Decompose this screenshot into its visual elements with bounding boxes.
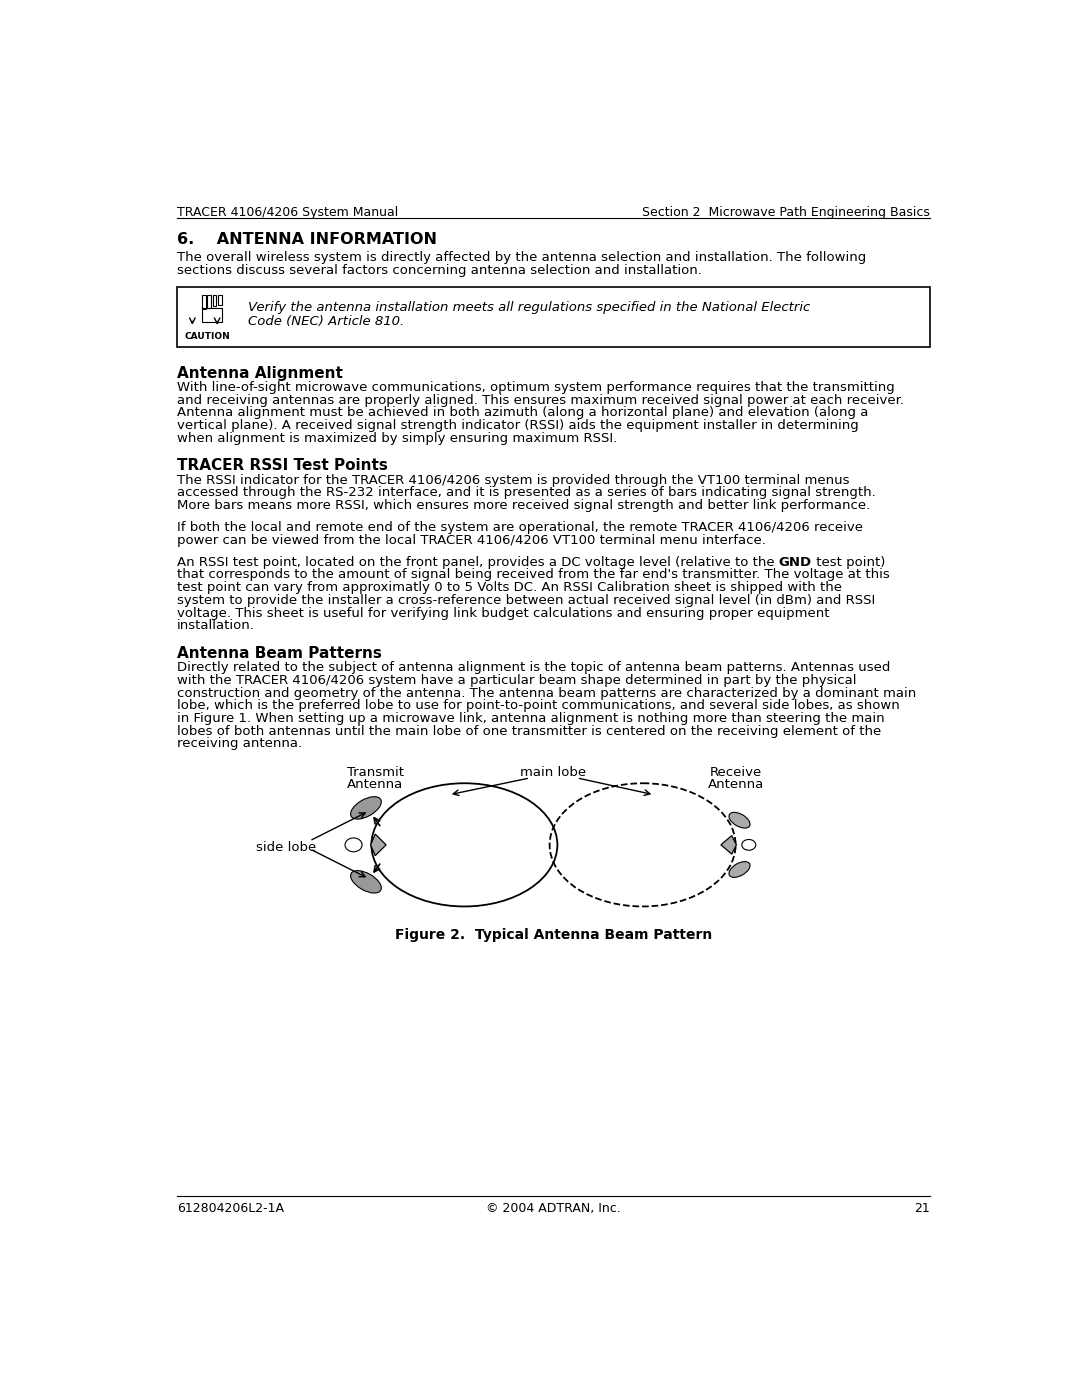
- Text: More bars means more RSSI, which ensures more received signal strength and bette: More bars means more RSSI, which ensures…: [177, 499, 870, 513]
- Bar: [218, 295, 221, 305]
- Text: 21: 21: [915, 1201, 930, 1215]
- Text: in Figure 1. When setting up a microwave link, antenna alignment is nothing more: in Figure 1. When setting up a microwave…: [177, 712, 885, 725]
- Text: power can be viewed from the local TRACER 4106/4206 VT100 terminal menu interfac: power can be viewed from the local TRACE…: [177, 534, 766, 546]
- Ellipse shape: [729, 862, 750, 877]
- Text: lobe, which is the preferred lobe to use for point-to-point communications, and : lobe, which is the preferred lobe to use…: [177, 700, 900, 712]
- Text: © 2004 ADTRAN, Inc.: © 2004 ADTRAN, Inc.: [486, 1201, 621, 1215]
- Ellipse shape: [351, 796, 381, 819]
- Text: TRACER RSSI Test Points: TRACER RSSI Test Points: [177, 458, 388, 474]
- Text: 6.    ANTENNA INFORMATION: 6. ANTENNA INFORMATION: [177, 232, 436, 247]
- Text: sections discuss several factors concerning antenna selection and installation.: sections discuss several factors concern…: [177, 264, 702, 277]
- Text: 612804206L2-1A: 612804206L2-1A: [177, 1201, 284, 1215]
- Text: test point): test point): [812, 556, 886, 569]
- Text: Section 2  Microwave Path Engineering Basics: Section 2 Microwave Path Engineering Bas…: [643, 207, 930, 219]
- Text: test point can vary from approximatly 0 to 5 Volts DC. An RSSI Calibration sheet: test point can vary from approximatly 0 …: [177, 581, 841, 594]
- Text: lobes of both antennas until the main lobe of one transmitter is centered on the: lobes of both antennas until the main lo…: [177, 725, 881, 738]
- Text: Antenna alignment must be achieved in both azimuth (along a horizontal plane) an: Antenna alignment must be achieved in bo…: [177, 407, 868, 419]
- Text: accessed through the RS-232 interface, and it is presented as a series of bars i: accessed through the RS-232 interface, a…: [177, 486, 876, 499]
- Bar: [213, 295, 216, 306]
- Text: Transmit: Transmit: [347, 766, 404, 778]
- FancyBboxPatch shape: [177, 286, 930, 346]
- Text: If both the local and remote end of the system are operational, the remote TRACE: If both the local and remote end of the …: [177, 521, 863, 534]
- Text: An RSSI test point, located on the front panel, provides a DC voltage level (rel: An RSSI test point, located on the front…: [177, 556, 779, 569]
- Text: Verify the antenna installation meets all regulations specified in the National : Verify the antenna installation meets al…: [248, 300, 810, 314]
- Text: that corresponds to the amount of signal being received from the far end's trans: that corresponds to the amount of signal…: [177, 569, 890, 581]
- Text: The RSSI indicator for the TRACER 4106/4206 system is provided through the VT100: The RSSI indicator for the TRACER 4106/4…: [177, 474, 849, 486]
- Text: Figure 2.  Typical Antenna Beam Pattern: Figure 2. Typical Antenna Beam Pattern: [395, 928, 712, 942]
- Bar: [202, 307, 221, 321]
- Text: main lobe: main lobe: [521, 766, 586, 778]
- Text: With line-of-sight microwave communications, optimum system performance requires: With line-of-sight microwave communicati…: [177, 381, 894, 394]
- Bar: [207, 295, 211, 307]
- Text: installation.: installation.: [177, 619, 255, 633]
- Text: TRACER 4106/4206 System Manual: TRACER 4106/4206 System Manual: [177, 207, 399, 219]
- Text: The overall wireless system is directly affected by the antenna selection and in: The overall wireless system is directly …: [177, 251, 866, 264]
- Text: and receiving antennas are properly aligned. This ensures maximum received signa: and receiving antennas are properly alig…: [177, 394, 904, 407]
- Ellipse shape: [729, 812, 750, 828]
- Text: Antenna Alignment: Antenna Alignment: [177, 366, 342, 380]
- Text: Receive: Receive: [710, 766, 761, 778]
- Text: side lobe: side lobe: [256, 841, 316, 854]
- Text: CAUTION: CAUTION: [185, 332, 231, 341]
- Text: system to provide the installer a cross-reference between actual received signal: system to provide the installer a cross-…: [177, 594, 875, 606]
- Text: voltage. This sheet is useful for verifying link budget calculations and ensurin: voltage. This sheet is useful for verify…: [177, 606, 829, 619]
- Text: Antenna: Antenna: [347, 778, 403, 791]
- Text: Code (NEC) Article 810.: Code (NEC) Article 810.: [248, 316, 404, 328]
- Text: construction and geometry of the antenna. The antenna beam patterns are characte: construction and geometry of the antenna…: [177, 686, 916, 700]
- Text: with the TRACER 4106/4206 system have a particular beam shape determined in part: with the TRACER 4106/4206 system have a …: [177, 673, 856, 687]
- Text: Antenna: Antenna: [707, 778, 764, 791]
- Text: Directly related to the subject of antenna alignment is the topic of antenna bea: Directly related to the subject of anten…: [177, 661, 890, 675]
- Text: Antenna Beam Patterns: Antenna Beam Patterns: [177, 645, 381, 661]
- Polygon shape: [721, 835, 737, 854]
- Polygon shape: [370, 834, 387, 855]
- Text: receiving antenna.: receiving antenna.: [177, 738, 302, 750]
- Text: GND: GND: [779, 556, 812, 569]
- Ellipse shape: [351, 870, 381, 893]
- Bar: [202, 295, 205, 309]
- Text: vertical plane). A received signal strength indicator (RSSI) aids the equipment : vertical plane). A received signal stren…: [177, 419, 859, 432]
- Text: when alignment is maximized by simply ensuring maximum RSSI.: when alignment is maximized by simply en…: [177, 432, 617, 444]
